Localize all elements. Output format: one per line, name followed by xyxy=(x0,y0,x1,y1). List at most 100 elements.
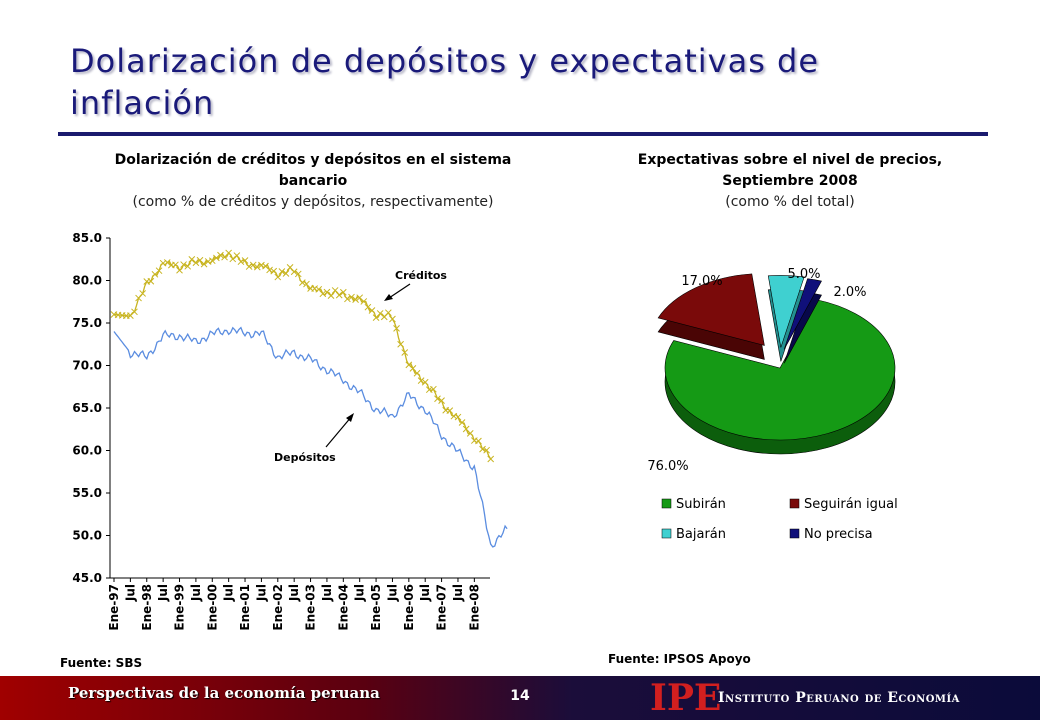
x-tick-label: Jul xyxy=(189,584,203,602)
x-tick-label: Ene-98 xyxy=(140,584,154,631)
data-point-creditos xyxy=(409,365,417,372)
data-point-creditos xyxy=(458,419,466,426)
data-point-creditos xyxy=(466,430,474,437)
title-divider xyxy=(58,132,988,136)
pie-slice-bajarán xyxy=(767,275,805,348)
x-tick-label: Jul xyxy=(418,584,432,602)
data-point-creditos xyxy=(192,259,200,267)
data-point-creditos xyxy=(282,270,290,277)
data-point-creditos xyxy=(249,261,257,269)
pie-slice-no-precisa xyxy=(783,278,822,350)
legend-label: Bajarán xyxy=(676,527,726,542)
x-tick-label: Jul xyxy=(320,584,334,602)
legend-swatch xyxy=(661,528,672,539)
pie-chart: 76.0% 17.0% 5.0% 2.0% Subirán Seguirán igual B… xyxy=(647,267,898,542)
data-point-creditos xyxy=(253,263,261,271)
x-tick-label: Jul xyxy=(287,584,301,602)
left-source: Fuente: SBS xyxy=(60,656,143,670)
annotation-depositos: Depósitos xyxy=(274,451,336,464)
legend-swatch xyxy=(661,498,672,509)
data-point-creditos xyxy=(348,293,355,301)
x-tick-label: Jul xyxy=(222,584,236,602)
data-point-creditos xyxy=(213,254,220,262)
pie-label: 2.0% xyxy=(833,285,866,300)
y-tick-label: 70.0 xyxy=(72,359,102,373)
left-chart-title: Dolarización de créditos y depósitos en … xyxy=(114,152,512,189)
data-point-creditos xyxy=(200,260,208,268)
x-tick-label: Ene-03 xyxy=(304,584,318,631)
data-point-creditos xyxy=(225,249,233,257)
data-point-creditos xyxy=(237,258,245,266)
x-tick-label: Jul xyxy=(451,584,465,602)
data-point-creditos xyxy=(131,308,138,316)
data-point-creditos xyxy=(438,397,445,404)
pie-slice-subirán xyxy=(664,299,896,441)
x-tick-label: Jul xyxy=(123,584,137,602)
x-tick-label: Jul xyxy=(156,584,170,602)
x-tick-label: Ene-97 xyxy=(107,584,121,631)
legend-label: Subirán xyxy=(676,497,726,512)
data-point-creditos xyxy=(147,277,155,285)
data-point-creditos xyxy=(294,270,302,278)
x-tick-label: Jul xyxy=(385,584,399,602)
series-line-depositos xyxy=(113,326,508,548)
x-tick-label: Ene-05 xyxy=(369,584,383,631)
data-point-creditos xyxy=(483,446,490,454)
data-point-creditos xyxy=(299,279,306,286)
x-tick-label: Ene-04 xyxy=(336,584,350,631)
line-chart: 85.0 80.0 75.0 70.0 65.0 60.0 55.0 50.0 45.0 Ene-… xyxy=(72,231,508,631)
data-point-creditos xyxy=(434,395,441,403)
data-point-creditos xyxy=(446,407,454,415)
right-chart-subtitle: (como % del total) xyxy=(725,194,855,210)
right-chart-heading: Expectativas sobre el nivel de precios, … xyxy=(590,150,990,213)
legend-swatch xyxy=(789,498,800,509)
data-point-creditos xyxy=(430,385,437,393)
data-point-creditos xyxy=(421,378,429,386)
data-point-creditos xyxy=(475,437,482,445)
data-point-creditos xyxy=(217,251,224,259)
data-point-creditos xyxy=(208,257,216,265)
y-tick-label: 85.0 xyxy=(72,231,102,245)
data-point-creditos xyxy=(454,413,462,421)
ipe-logo: IPE xyxy=(650,677,722,719)
data-point-creditos xyxy=(139,290,147,297)
legend-swatch xyxy=(789,528,800,539)
data-point-creditos xyxy=(401,349,409,356)
data-point-creditos xyxy=(389,315,396,323)
data-point-creditos xyxy=(172,261,179,269)
data-point-creditos xyxy=(258,261,265,269)
footer-bar: Perspectivas de la economía peruana 14 I… xyxy=(0,676,1040,720)
x-tick-label: Ene-02 xyxy=(271,584,285,631)
data-point-creditos xyxy=(266,266,273,274)
data-point-creditos xyxy=(155,267,163,275)
data-point-creditos xyxy=(184,262,192,270)
data-point-creditos xyxy=(413,369,421,377)
x-tick-label: Ene-01 xyxy=(238,584,252,631)
x-tick-label: Ene-08 xyxy=(467,584,481,631)
data-point-creditos xyxy=(245,263,253,270)
data-point-creditos xyxy=(344,295,351,303)
data-point-creditos xyxy=(352,296,359,303)
data-point-creditos xyxy=(180,261,187,268)
x-tick-label: Jul xyxy=(353,584,367,602)
pie-slice-seguirán-igual xyxy=(657,273,765,346)
y-tick-label: 60.0 xyxy=(72,444,102,458)
data-point-creditos xyxy=(270,267,278,275)
slide-title: Dolarización de depósitos y expectativas… xyxy=(70,42,820,122)
legend-label: No precisa xyxy=(804,527,873,542)
data-point-creditos xyxy=(393,325,400,332)
legend-label: Seguirán igual xyxy=(804,497,898,512)
data-point-creditos xyxy=(241,257,249,264)
data-point-creditos xyxy=(319,290,327,298)
annotation-creditos: Créditos xyxy=(395,269,447,282)
data-point-creditos xyxy=(176,266,183,274)
arrowhead-icon xyxy=(384,294,393,301)
page-number: 14 xyxy=(510,688,530,704)
data-point-creditos xyxy=(278,268,286,275)
data-point-creditos xyxy=(335,291,343,299)
x-tick-label: Ene-00 xyxy=(205,584,219,631)
y-tick-label: 75.0 xyxy=(72,316,102,330)
pie-label: 17.0% xyxy=(681,274,722,289)
y-tick-label: 55.0 xyxy=(72,486,102,500)
data-point-creditos xyxy=(417,377,425,385)
